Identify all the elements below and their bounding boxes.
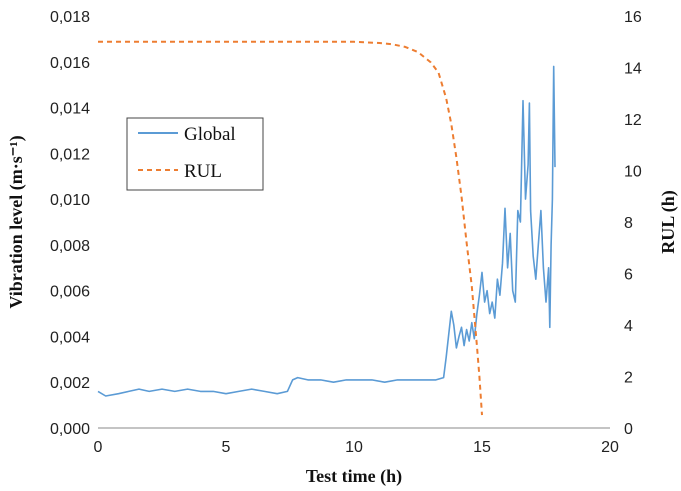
y-left-tick-label: 0,000: [50, 421, 90, 438]
y-left-tick-label: 0,004: [50, 329, 90, 346]
y-left-tick-label: 0,008: [50, 238, 90, 255]
y-right-tick-label: 6: [624, 267, 633, 284]
legend: Global RUL: [126, 117, 264, 191]
y-right-tick-label: 10: [624, 164, 642, 181]
x-tick-label: 0: [94, 439, 103, 456]
plot-area: [97, 40, 556, 416]
y-right-axis-title: RUL (h): [658, 190, 679, 254]
y-left-axis-title: Vibration level (m·s⁻¹): [6, 135, 27, 308]
legend-label-rul: RUL: [184, 161, 222, 182]
y-left-tick-label: 0,018: [50, 9, 90, 26]
y-left-tick-label: 0,016: [50, 55, 90, 72]
y-left-tick-label: 0,002: [50, 375, 90, 392]
y-right-tick-label: 2: [624, 370, 633, 387]
legend-label-global: Global: [184, 124, 236, 145]
x-axis-title: Test time (h): [306, 466, 402, 487]
series-line-global: [97, 65, 556, 397]
tick-labels: 0 5 10 15 200,0000,0020,0040,0060,0080,0100,…: [50, 9, 642, 456]
x-tick-label: 10: [345, 439, 363, 456]
y-left-tick-label: 0,012: [50, 146, 90, 163]
series-line-rul: [98, 40, 483, 416]
x-tick-label: 5: [222, 439, 231, 456]
y-right-tick-label: 4: [624, 318, 633, 335]
legend-box: [126, 117, 264, 191]
y-left-tick-label: 0,010: [50, 192, 90, 209]
y-right-tick-label: 14: [624, 61, 642, 78]
y-right-tick-label: 0: [624, 421, 633, 438]
y-right-tick-label: 8: [624, 215, 633, 232]
x-tick-label: 15: [473, 439, 491, 456]
y-left-tick-label: 0,006: [50, 284, 90, 301]
y-left-tick-label: 0,014: [50, 101, 90, 118]
y-right-tick-label: 12: [624, 112, 642, 129]
x-tick-label: 20: [601, 439, 619, 456]
y-right-tick-label: 16: [624, 9, 642, 26]
